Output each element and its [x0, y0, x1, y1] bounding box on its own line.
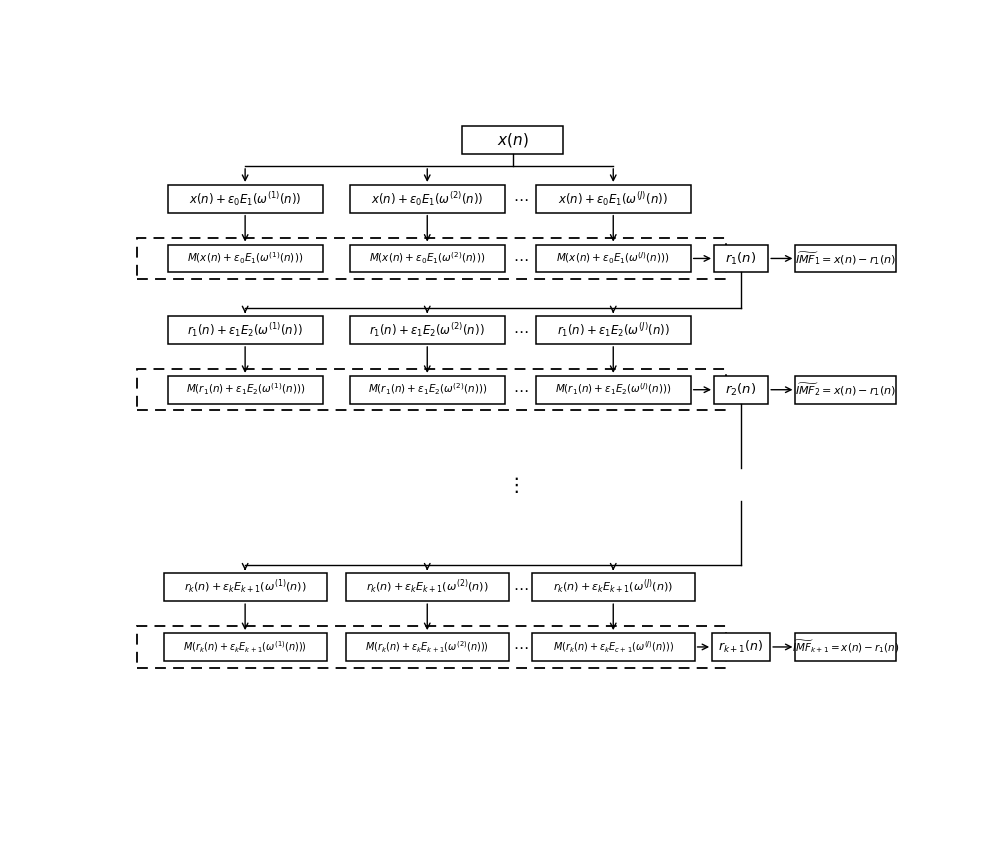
Text: $r_1(n)+\varepsilon_1 E_2(\omega^{(2)}(n))$: $r_1(n)+\varepsilon_1 E_2(\omega^{(2)}(n… [369, 321, 485, 339]
Text: $M(r_1(n)+\varepsilon_1 E_2(\omega^{(2)}(n)))$: $M(r_1(n)+\varepsilon_1 E_2(\omega^{(2)}… [368, 382, 487, 398]
Bar [350, 245, 505, 272]
Text: $M(x(n)+\varepsilon_0 E_1(\omega^{(1)}(n)))$: $M(x(n)+\varepsilon_0 E_1(\omega^{(1)}(n… [187, 251, 303, 266]
Bar [137, 238, 726, 279]
Bar [795, 633, 896, 661]
Text: $r_2(n)$: $r_2(n)$ [725, 381, 757, 398]
Bar [168, 245, 323, 272]
Bar [350, 316, 505, 344]
Text: $r_1(n)+\varepsilon_1 E_2(\omega^{(J)}(n))$: $r_1(n)+\varepsilon_1 E_2(\omega^{(J)}(n… [557, 321, 670, 339]
Bar [795, 245, 896, 272]
Text: $x(n)+\varepsilon_0 E_1(\omega^{(1)}(n))$: $x(n)+\varepsilon_0 E_1(\omega^{(1)}(n))… [189, 189, 301, 208]
Text: $M(x(n)+\varepsilon_0 E_1(\omega^{(2)}(n)))$: $M(x(n)+\varepsilon_0 E_1(\omega^{(2)}(n… [369, 251, 485, 266]
Text: $r_k(n)+\varepsilon_k E_{k+1}(\omega^{(1)}(n))$: $r_k(n)+\varepsilon_k E_{k+1}(\omega^{(1… [184, 579, 306, 597]
Bar [714, 375, 768, 404]
Text: $\vdots$: $\vdots$ [506, 474, 519, 494]
Text: $\widetilde{IMF}_{k+1} = x(n)-r_1(n)$: $\widetilde{IMF}_{k+1} = x(n)-r_1(n)$ [792, 639, 899, 655]
Text: $\cdots$: $\cdots$ [513, 382, 528, 397]
Bar [168, 185, 323, 213]
Text: $M(r_1(n)+\varepsilon_1 E_2(\omega^{(1)}(n)))$: $M(r_1(n)+\varepsilon_1 E_2(\omega^{(1)}… [186, 382, 305, 398]
Bar [137, 627, 726, 667]
Bar [532, 633, 695, 661]
Text: $r_k(n)+\varepsilon_k E_{k+1}(\omega^{(J)}(n))$: $r_k(n)+\varepsilon_k E_{k+1}(\omega^{(J… [553, 579, 673, 597]
Bar [164, 573, 326, 601]
Bar [346, 633, 509, 661]
Bar [536, 185, 691, 213]
Text: $x(n)+\varepsilon_0 E_1(\omega^{(J)}(n))$: $x(n)+\varepsilon_0 E_1(\omega^{(J)}(n))… [558, 189, 668, 208]
Bar [712, 633, 770, 661]
Text: $\cdots$: $\cdots$ [513, 251, 528, 266]
Text: $M(x(n)+\varepsilon_0 E_1(\omega^{(J)}(n)))$: $M(x(n)+\varepsilon_0 E_1(\omega^{(J)}(n… [556, 251, 670, 266]
Text: $\cdots$: $\cdots$ [513, 640, 528, 654]
Bar [714, 245, 768, 272]
Text: $M(r_k(n)+\varepsilon_k E_{k+1}(\omega^{(2)}(n)))$: $M(r_k(n)+\varepsilon_k E_{k+1}(\omega^{… [365, 639, 489, 654]
Text: $x(n)$: $x(n)$ [497, 131, 528, 149]
Text: $M(r_k(n)+\varepsilon_k E_{c+1}(\omega^{(J)}(n)))$: $M(r_k(n)+\varepsilon_k E_{c+1}(\omega^{… [553, 639, 674, 654]
Bar [168, 316, 323, 344]
Bar [168, 375, 323, 404]
Text: $r_1(n)+\varepsilon_1 E_2(\omega^{(1)}(n))$: $r_1(n)+\varepsilon_1 E_2(\omega^{(1)}(n… [187, 321, 303, 339]
Bar [137, 369, 726, 411]
Bar [350, 185, 505, 213]
Bar [350, 375, 505, 404]
Bar [795, 375, 896, 404]
Text: $\cdots$: $\cdots$ [513, 323, 528, 338]
Bar [536, 375, 691, 404]
Text: $r_k(n)+\varepsilon_k E_{k+1}(\omega^{(2)}(n))$: $r_k(n)+\varepsilon_k E_{k+1}(\omega^{(2… [366, 579, 489, 597]
Bar [346, 573, 509, 601]
Text: $r_1(n)$: $r_1(n)$ [725, 251, 757, 267]
Text: $M(r_k(n)+\varepsilon_k E_{k+1}(\omega^{(1)}(n)))$: $M(r_k(n)+\varepsilon_k E_{k+1}(\omega^{… [183, 639, 307, 654]
Text: $\widetilde{IMF}_1 = x(n)-r_1(n)$: $\widetilde{IMF}_1 = x(n)-r_1(n)$ [795, 250, 896, 267]
Bar [462, 126, 563, 154]
Text: $\cdots$: $\cdots$ [513, 579, 528, 595]
Text: $\cdots$: $\cdots$ [513, 191, 528, 207]
Text: $M(r_1(n)+\varepsilon_1 E_2(\omega^{(J)}(n)))$: $M(r_1(n)+\varepsilon_1 E_2(\omega^{(J)}… [555, 382, 672, 398]
Text: $\widetilde{IMF}_2 = x(n)-r_1(n)$: $\widetilde{IMF}_2 = x(n)-r_1(n)$ [795, 381, 896, 398]
Bar [532, 573, 695, 601]
Bar [164, 633, 326, 661]
Text: $x(n)+\varepsilon_0 E_1(\omega^{(2)}(n))$: $x(n)+\varepsilon_0 E_1(\omega^{(2)}(n))… [371, 189, 483, 208]
Text: $r_{k+1}(n)$: $r_{k+1}(n)$ [718, 639, 764, 655]
Bar [536, 316, 691, 344]
Bar [536, 245, 691, 272]
